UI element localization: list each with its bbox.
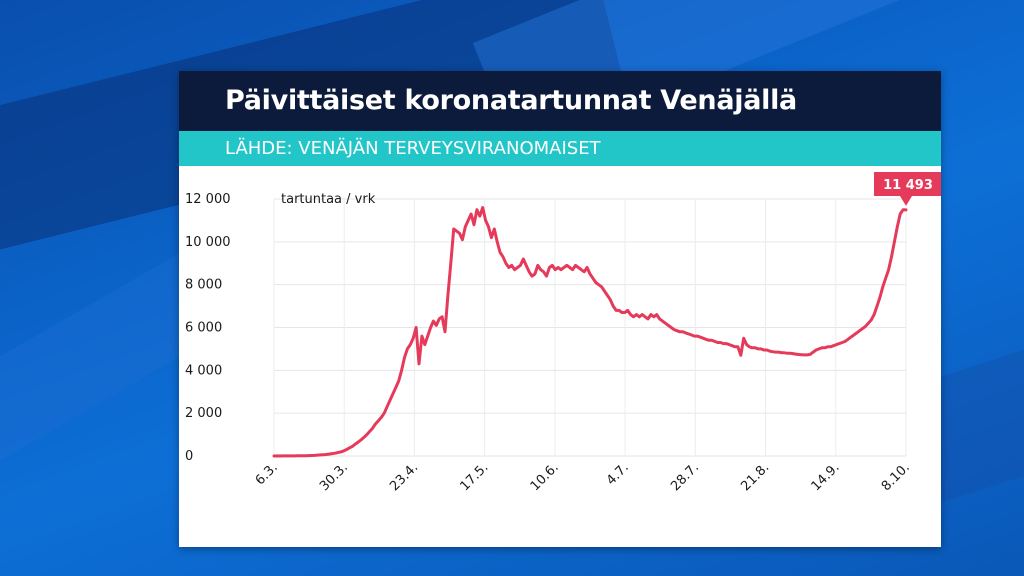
y-tick-label: 8 000	[185, 278, 222, 293]
x-tick-label: 14.9.	[809, 460, 843, 494]
chart-title: Päivittäiset koronatartunnat Venäjällä	[225, 85, 797, 116]
x-tick-label: 4.7.	[604, 460, 632, 488]
last-value-badge	[874, 172, 941, 196]
y-tick-label: 2 000	[185, 406, 222, 421]
series-line	[272, 206, 908, 458]
x-tick-label: 23.4.	[387, 460, 421, 494]
y-tick-label: 10 000	[185, 235, 231, 250]
x-tick-label: 6.3.	[253, 460, 281, 488]
x-tick-label: 10.6.	[528, 460, 562, 494]
y-axis-label: tartuntaa / vrk	[281, 192, 376, 207]
source-bar: LÄHDE: VENÄJÄN TERVEYSVIRANOMAISET	[179, 131, 941, 166]
x-tick-label: 28.7.	[668, 460, 702, 494]
x-tick-label: 8.10.	[879, 460, 913, 494]
y-tick-label: 12 000	[185, 192, 231, 207]
x-tick-label: 17.5.	[457, 460, 491, 494]
y-tick-label: 0	[185, 449, 193, 464]
line-chart: 0 2 000 4 000 6 000 8 000 10 000 12 000 tartunt…	[185, 172, 941, 494]
x-tick-label: 30.3.	[317, 460, 351, 494]
x-tick-label: 21.8.	[738, 460, 772, 494]
title-bar: Päivittäiset koronatartunnat Venäjällä	[179, 71, 941, 131]
last-value-label: 11 493	[883, 178, 933, 193]
chart-card: Päivittäiset koronatartunnat Venäjällä L…	[179, 71, 941, 547]
last-value-badge-pointer	[900, 196, 912, 206]
y-tick-label: 4 000	[185, 363, 222, 378]
y-tick-label: 6 000	[185, 321, 222, 336]
source-label: LÄHDE: VENÄJÄN TERVEYSVIRANOMAISET	[225, 138, 601, 159]
